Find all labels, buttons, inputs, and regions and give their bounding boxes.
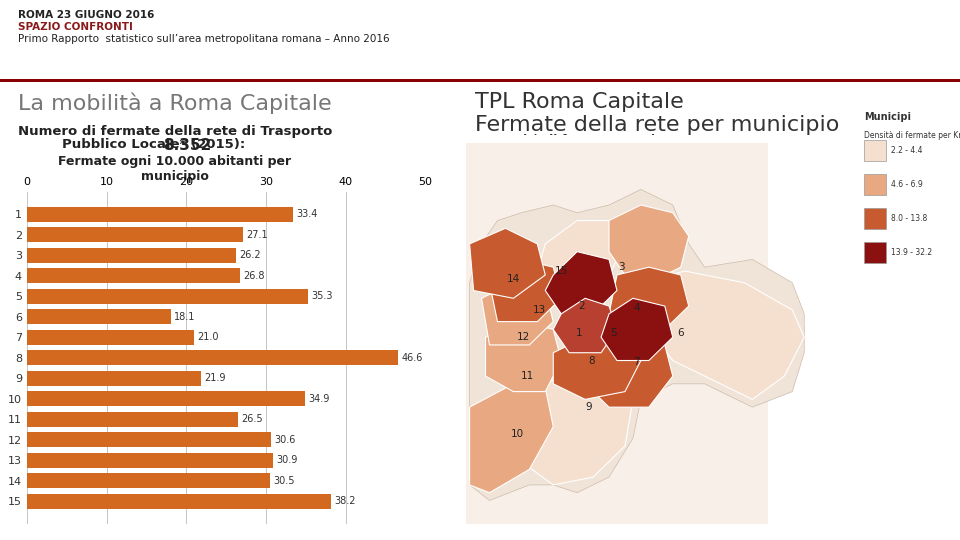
Text: SPAZIO CONFRONTI: SPAZIO CONFRONTI xyxy=(18,22,132,32)
Text: 11: 11 xyxy=(520,371,534,381)
Polygon shape xyxy=(601,298,673,361)
Text: 15: 15 xyxy=(555,266,568,276)
Text: 26.8: 26.8 xyxy=(244,271,265,281)
Text: TPL Roma Capitale: TPL Roma Capitale xyxy=(475,92,684,112)
Text: Fermate della rete per municipio: Fermate della rete per municipio xyxy=(475,115,839,135)
Text: 14: 14 xyxy=(507,274,520,284)
Polygon shape xyxy=(538,220,625,283)
Text: 10: 10 xyxy=(511,429,524,440)
Polygon shape xyxy=(514,368,633,485)
Text: 30.9: 30.9 xyxy=(276,455,298,465)
Text: Densità di fermate per Kmq: Densità di fermate per Kmq xyxy=(864,131,960,140)
Text: 34.9: 34.9 xyxy=(308,394,329,404)
Text: 4.6 - 6.9: 4.6 - 6.9 xyxy=(892,180,924,189)
Text: 26.5: 26.5 xyxy=(241,414,263,424)
Text: Pubblico Locale* (2015):: Pubblico Locale* (2015): xyxy=(62,138,254,151)
Text: 2: 2 xyxy=(578,301,585,311)
FancyBboxPatch shape xyxy=(864,242,886,263)
Text: 13.9 - 32.2: 13.9 - 32.2 xyxy=(892,248,932,257)
Text: 46.6: 46.6 xyxy=(401,353,422,363)
Polygon shape xyxy=(490,259,562,322)
Polygon shape xyxy=(585,337,673,407)
Bar xyxy=(27,371,202,386)
Polygon shape xyxy=(482,283,553,345)
Text: 13: 13 xyxy=(533,305,546,315)
Bar xyxy=(27,453,273,468)
Text: 35.3: 35.3 xyxy=(311,291,333,301)
Text: ROMA 23 GIUGNO 2016: ROMA 23 GIUGNO 2016 xyxy=(18,10,155,20)
Text: 19: 19 xyxy=(639,501,660,516)
Bar xyxy=(27,474,270,488)
FancyBboxPatch shape xyxy=(0,79,960,82)
Polygon shape xyxy=(545,252,617,314)
Bar xyxy=(27,494,331,509)
Text: Fonte: elaborazioni su dati Atac: Fonte: elaborazioni su dati Atac xyxy=(530,500,695,510)
Text: 2.2 - 4.4: 2.2 - 4.4 xyxy=(892,146,923,155)
Polygon shape xyxy=(469,384,553,492)
Polygon shape xyxy=(553,298,617,353)
Polygon shape xyxy=(469,190,804,501)
Text: La mobilità a Roma Capitale: La mobilità a Roma Capitale xyxy=(18,92,331,113)
Text: 27.1: 27.1 xyxy=(246,230,268,240)
Text: 18.1: 18.1 xyxy=(175,312,196,322)
Text: 9: 9 xyxy=(586,402,592,412)
Text: 30.6: 30.6 xyxy=(274,435,296,445)
FancyBboxPatch shape xyxy=(864,208,886,229)
Bar xyxy=(27,412,238,427)
Text: 21.0: 21.0 xyxy=(198,332,219,342)
Polygon shape xyxy=(486,322,562,392)
FancyBboxPatch shape xyxy=(864,174,886,195)
Polygon shape xyxy=(641,271,804,400)
Text: Numero di fermate della rete di Trasporto: Numero di fermate della rete di Trasport… xyxy=(18,125,332,138)
Polygon shape xyxy=(469,228,545,298)
Bar xyxy=(27,350,398,365)
Text: 3: 3 xyxy=(617,262,624,272)
Polygon shape xyxy=(609,205,688,283)
Text: Municipi: Municipi xyxy=(864,112,911,122)
Bar xyxy=(27,433,271,447)
Bar xyxy=(27,309,171,324)
FancyBboxPatch shape xyxy=(466,143,768,524)
Bar xyxy=(27,330,194,345)
Bar xyxy=(27,207,293,221)
Text: 8.352: 8.352 xyxy=(163,138,211,153)
Bar xyxy=(27,268,240,283)
Text: 8.0 - 13.8: 8.0 - 13.8 xyxy=(892,214,927,223)
Bar xyxy=(27,248,235,262)
Bar xyxy=(27,392,305,406)
Text: 26.2: 26.2 xyxy=(239,250,260,260)
Text: 21.9: 21.9 xyxy=(204,373,226,383)
FancyBboxPatch shape xyxy=(0,0,960,80)
Text: 4: 4 xyxy=(634,303,640,313)
Polygon shape xyxy=(609,267,688,329)
Text: Primo Rapporto  statistico sull’area metropolitana romana – Anno 2016: Primo Rapporto statistico sull’area metr… xyxy=(18,34,390,44)
Polygon shape xyxy=(553,322,641,400)
Text: 6: 6 xyxy=(678,328,684,338)
Bar xyxy=(27,227,243,242)
Text: Fermate ogni 10.000 abitanti per
municipio: Fermate ogni 10.000 abitanti per municip… xyxy=(59,155,292,183)
Text: 7: 7 xyxy=(634,357,640,367)
Text: 33.4: 33.4 xyxy=(297,209,318,219)
FancyBboxPatch shape xyxy=(864,140,886,161)
Text: 38.2: 38.2 xyxy=(334,496,356,507)
Text: 1: 1 xyxy=(576,328,583,338)
Text: 8: 8 xyxy=(588,355,594,366)
FancyBboxPatch shape xyxy=(466,135,864,524)
Text: 5: 5 xyxy=(610,328,616,338)
Text: 12: 12 xyxy=(516,332,530,342)
Bar xyxy=(27,289,308,303)
Text: 30.5: 30.5 xyxy=(273,476,295,486)
Text: Densità di fermate* per kmq: Densità di fermate* per kmq xyxy=(490,134,680,147)
